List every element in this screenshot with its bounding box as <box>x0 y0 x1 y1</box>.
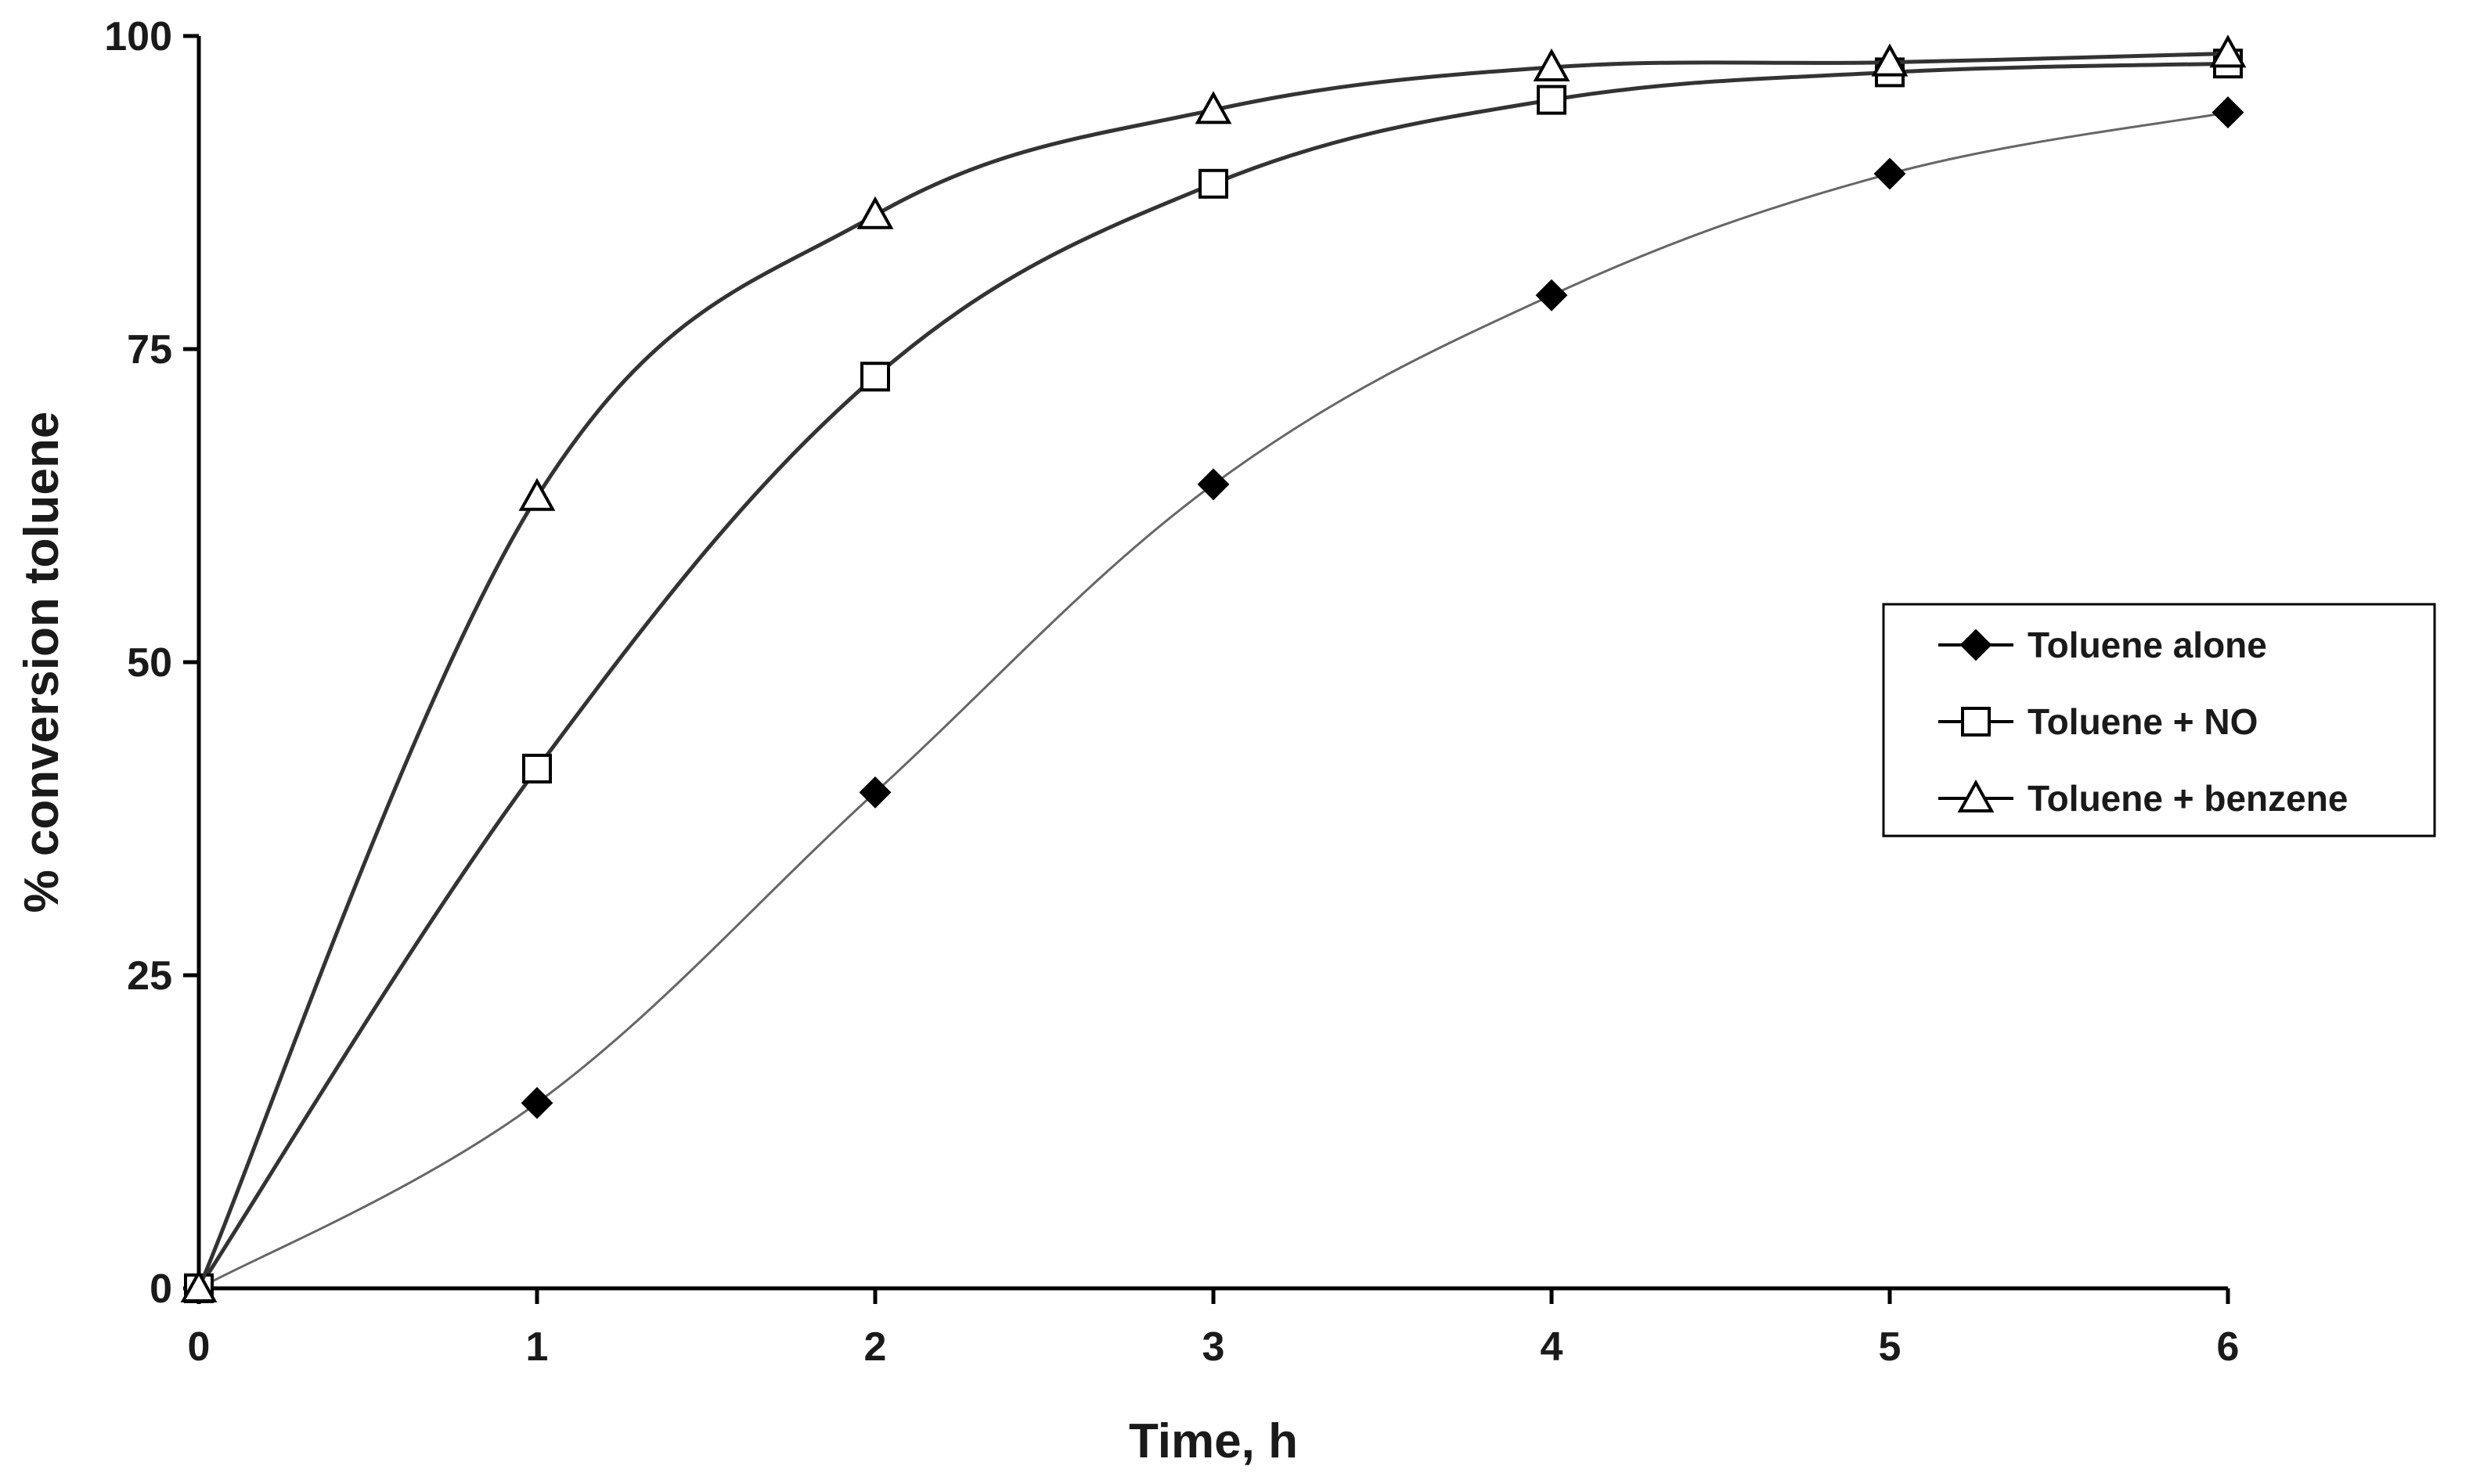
legend-item: Toluene alone <box>1938 625 2267 665</box>
x-tick-label: 4 <box>1541 1324 1563 1370</box>
data-point <box>1537 85 1566 115</box>
y-tick-label: 75 <box>127 327 172 373</box>
data-point <box>1195 91 1232 124</box>
x-tick-label: 1 <box>526 1324 549 1370</box>
y-tick-label: 25 <box>127 953 172 999</box>
legend-item: Toluene + NO <box>1938 701 2258 742</box>
series-line <box>196 61 2229 1290</box>
y-tick-label: 100 <box>104 14 172 59</box>
x-axis-title: Time, h <box>1129 1414 1298 1468</box>
x-tick-label: 3 <box>1202 1324 1225 1370</box>
data-point <box>2209 34 2247 68</box>
data-point <box>860 362 890 392</box>
y-tick-label: 0 <box>150 1266 172 1312</box>
y-axis-title: % conversion toluene <box>15 412 69 913</box>
legend: Toluene alone Toluene + NO Toluene + benze… <box>1882 603 2436 837</box>
legend-label: Toluene + NO <box>2028 701 2258 742</box>
x-tick-label: 2 <box>864 1324 887 1370</box>
data-point <box>1873 157 1906 190</box>
data-point <box>856 196 894 229</box>
x-tick-label: 6 <box>2217 1324 2240 1370</box>
legend-label: Toluene + benzene <box>2028 778 2348 819</box>
data-point <box>1197 468 1230 501</box>
data-point <box>859 776 892 809</box>
x-tick-label: 0 <box>188 1324 211 1370</box>
legend-label: Toluene alone <box>2028 625 2267 665</box>
legend-item: Toluene + benzene <box>1938 778 2348 819</box>
series-2 <box>180 34 2247 1302</box>
series-line <box>196 51 2229 1289</box>
data-point <box>1535 279 1568 312</box>
data-point <box>1533 48 1570 81</box>
y-tick-label: 50 <box>127 640 172 686</box>
x-tick-label: 5 <box>1879 1324 1901 1370</box>
data-point <box>518 477 556 511</box>
data-point <box>2211 96 2244 129</box>
legend-marker <box>1957 779 1995 812</box>
legend-marker <box>1961 707 1991 737</box>
legend-marker <box>1959 629 1992 661</box>
series-layer <box>180 34 2247 1305</box>
data-point <box>180 1269 218 1302</box>
data-point <box>1199 168 1228 199</box>
data-point <box>521 1086 553 1119</box>
data-point <box>1871 43 1909 77</box>
data-point <box>522 754 552 783</box>
series-0 <box>182 96 2244 1305</box>
